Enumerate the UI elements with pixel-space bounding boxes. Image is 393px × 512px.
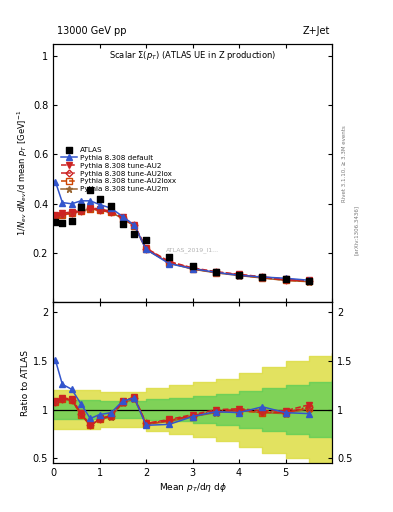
Text: Rivet 3.1.10, ≥ 3.3M events: Rivet 3.1.10, ≥ 3.3M events xyxy=(342,125,347,202)
Point xyxy=(306,278,312,286)
Point xyxy=(189,262,196,270)
Legend: ATLAS, Pythia 8.308 default, Pythia 8.308 tune-AU2, Pythia 8.308 tune-AU2lox, Py: ATLAS, Pythia 8.308 default, Pythia 8.30… xyxy=(59,145,177,194)
Point xyxy=(59,219,66,227)
Text: 13000 GeV pp: 13000 GeV pp xyxy=(57,26,127,36)
Point xyxy=(108,202,114,210)
Point xyxy=(96,195,103,203)
Y-axis label: Ratio to ATLAS: Ratio to ATLAS xyxy=(21,350,30,416)
Point xyxy=(236,270,242,279)
Point xyxy=(283,275,289,283)
Y-axis label: $1/N_{ev}$ $dN_{ev}$/d mean $p_T$ [GeV]$^{-1}$: $1/N_{ev}$ $dN_{ev}$/d mean $p_T$ [GeV]$… xyxy=(16,110,30,236)
Text: [arXiv:1306.3436]: [arXiv:1306.3436] xyxy=(354,205,359,255)
Point xyxy=(259,272,266,281)
Point xyxy=(68,217,75,225)
Text: Z+Jet: Z+Jet xyxy=(303,26,330,36)
Text: Scalar $\Sigma(p_T)$ (ATLAS UE in Z production): Scalar $\Sigma(p_T)$ (ATLAS UE in Z prod… xyxy=(109,49,276,62)
X-axis label: Mean $p_T$/d$\eta$ d$\phi$: Mean $p_T$/d$\eta$ d$\phi$ xyxy=(159,481,226,494)
Point xyxy=(78,203,84,211)
Point xyxy=(213,267,219,275)
Point xyxy=(143,236,149,244)
Point xyxy=(119,220,126,228)
Point xyxy=(131,230,138,238)
Point xyxy=(87,186,94,195)
Text: ATLAS_2019_I1...: ATLAS_2019_I1... xyxy=(166,248,219,253)
Point xyxy=(52,218,59,226)
Point xyxy=(166,253,173,261)
